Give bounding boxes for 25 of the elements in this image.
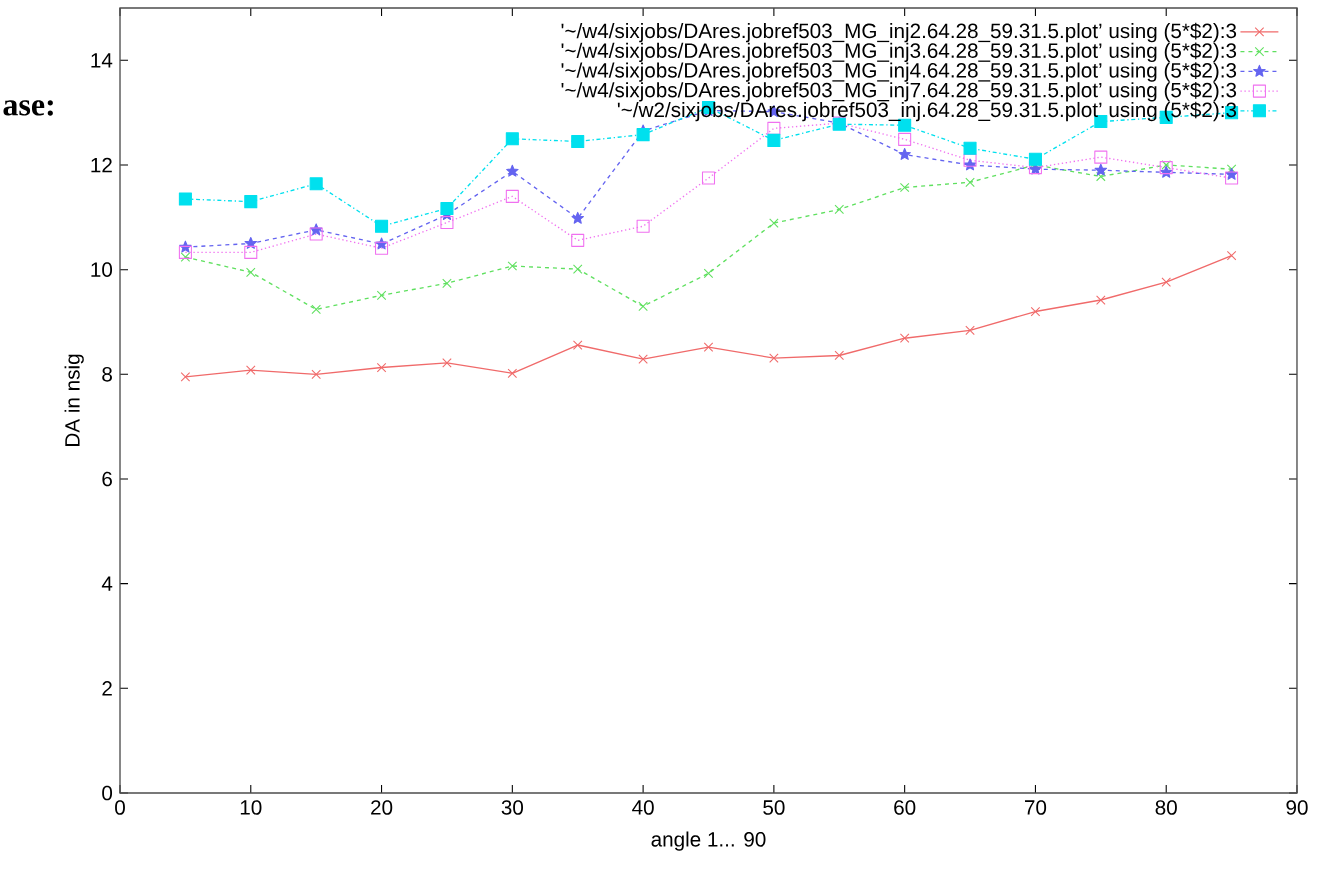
x-tick-label: 50	[763, 800, 785, 815]
x-tick-label: 40	[632, 800, 654, 815]
y-tick-label: 10	[91, 262, 113, 277]
text: ase:	[3, 100, 53, 116]
x-tick-label: 10	[240, 800, 262, 815]
legend-label: '~/w4/sixjobs/DAres.jobref503_MG_inj2.64.28_59.31.5.plot’ using (5*$2):3	[561, 22, 1237, 43]
legend-label: '~/w4/sixjobs/DAres.jobref503_MG_inj3.64.28_59.31.5.plot’ using (5*$2):3	[561, 42, 1237, 63]
y-tick-label: 4	[101, 576, 113, 591]
y-tick-label: 2	[102, 681, 112, 696]
x-tick-label: 60	[894, 800, 916, 815]
x-tick-label: 0	[115, 800, 125, 815]
y-axis-title: DA in nsig	[64, 354, 84, 446]
legend-label: '~/w4/sixjobs/DAres.jobref503_MG_inj4.64.28_59.31.5.plot’ using (5*$2):3	[561, 62, 1237, 82]
x-tick-label: 30	[501, 800, 524, 815]
x-tick-label: 80	[1155, 800, 1177, 815]
y-tick-label: 14	[91, 53, 113, 68]
y-tick-label: 0	[102, 785, 113, 801]
x-axis-title: angle 1... 90	[651, 831, 766, 851]
legend-label: '~/w4/sixjobs/DAres.jobref503_MG_inj7.64.28_59.31.5.plot’ using (5*$2):3	[561, 81, 1237, 102]
x-tick-label: 20	[371, 800, 393, 815]
x-tick-label: 70	[1025, 800, 1047, 815]
x-tick-label: 90	[1286, 800, 1308, 815]
y-tick-label: 8	[102, 367, 112, 382]
y-tick-label: 6	[102, 471, 112, 487]
y-tick-label: 12	[91, 157, 112, 173]
